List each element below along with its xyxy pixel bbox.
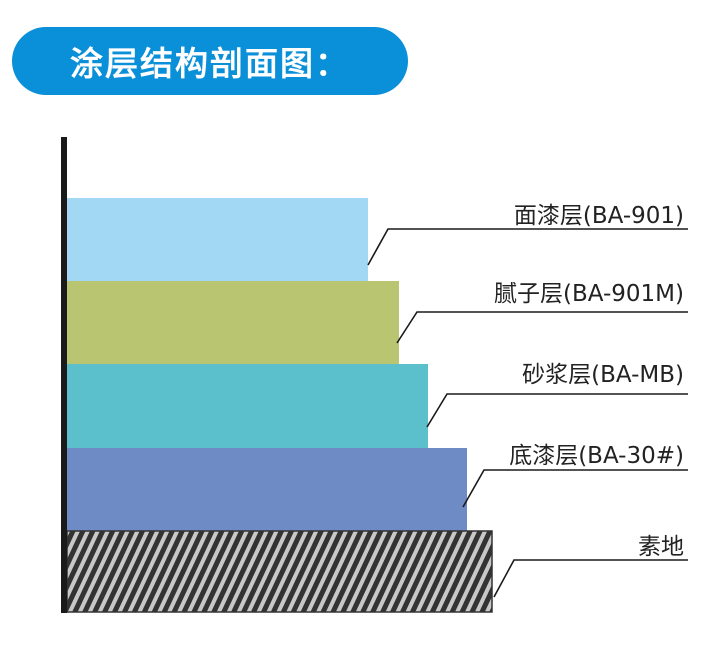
leader-line-substrate [493,559,688,598]
layer-putty [67,281,399,364]
layer-topcoat [67,198,368,281]
title-banner: 涂层结构剖面图： [12,27,408,95]
label-primer: 底漆层(BA-30#) [509,443,684,469]
layer-substrate [66,530,493,613]
leader-line-topcoat [367,228,688,266]
axis-line [61,137,67,613]
leader-line-primer [462,469,688,508]
label-putty: 腻子层(BA-901M) [494,281,684,307]
layer-mortar [67,364,428,448]
leader-line-mortar [426,393,688,428]
label-substrate: 素地 [638,534,684,560]
leader-line-putty [396,311,688,344]
layer-primer [67,448,467,531]
title-text: 涂层结构剖面图： [70,44,350,83]
label-mortar: 砂浆层(BA-MB) [522,362,684,388]
label-topcoat: 面漆层(BA-901) [513,203,684,229]
